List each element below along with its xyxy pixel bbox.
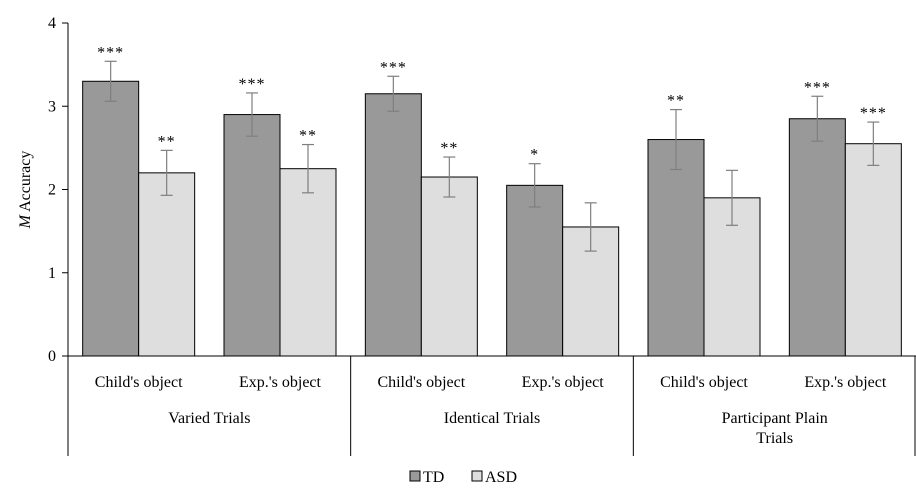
bar-asd (279, 168, 337, 357)
y-axis: 0 1 2 3 4 (48, 15, 69, 365)
significance-label: * (530, 147, 539, 164)
significance-label: *** (239, 76, 266, 93)
bar-td (788, 118, 846, 357)
y-tick-label: 0 (48, 348, 56, 365)
group-label: Identical Trials (444, 410, 540, 427)
y-tick-label: 1 (48, 265, 56, 282)
legend-label-asd: ASD (485, 469, 517, 486)
legend-swatch-td (409, 470, 421, 482)
bar-td (223, 114, 281, 357)
group-label: Trials (756, 430, 793, 447)
category-label: Exp.'s object (804, 374, 887, 391)
significance-label: ** (158, 133, 176, 150)
x-axis: Child's object Exp.'s object Child's objec… (67, 355, 916, 456)
category-label: Exp.'s object (522, 374, 605, 391)
bar-td (364, 93, 422, 357)
bar-asd (844, 143, 902, 357)
legend: TD ASD (409, 469, 517, 486)
significance-label: *** (380, 59, 407, 76)
bars: *************** ********* (82, 44, 902, 357)
y-axis-label-text: Accuracy (17, 151, 34, 215)
category-label: Child's object (660, 374, 748, 391)
y-axis-label-italic: M (17, 213, 34, 229)
bar-td (506, 184, 564, 357)
bar-asd (420, 176, 478, 357)
y-axis-label: M Accuracy (17, 151, 34, 230)
legend-label-td: TD (423, 469, 444, 486)
y-tick-label: 2 (48, 182, 56, 199)
y-tick-label: 4 (48, 15, 56, 32)
y-tick-label: 3 (48, 98, 56, 115)
category-label: Child's object (377, 374, 465, 391)
significance-label: ** (667, 93, 685, 110)
significance-label: *** (804, 79, 831, 96)
significance-label: *** (97, 44, 124, 61)
bar-asd (138, 172, 196, 357)
group-label: Varied Trials (168, 410, 250, 427)
significance-label: ** (299, 128, 317, 145)
legend-swatch-asd (471, 470, 483, 482)
bar-td (82, 80, 140, 357)
category-label: Exp.'s object (239, 374, 322, 391)
group-label: Participant Plain (722, 410, 828, 427)
significance-label: ** (440, 140, 458, 157)
category-label: Child's object (95, 374, 183, 391)
bar-td (647, 139, 705, 357)
significance-label: *** (860, 105, 887, 122)
